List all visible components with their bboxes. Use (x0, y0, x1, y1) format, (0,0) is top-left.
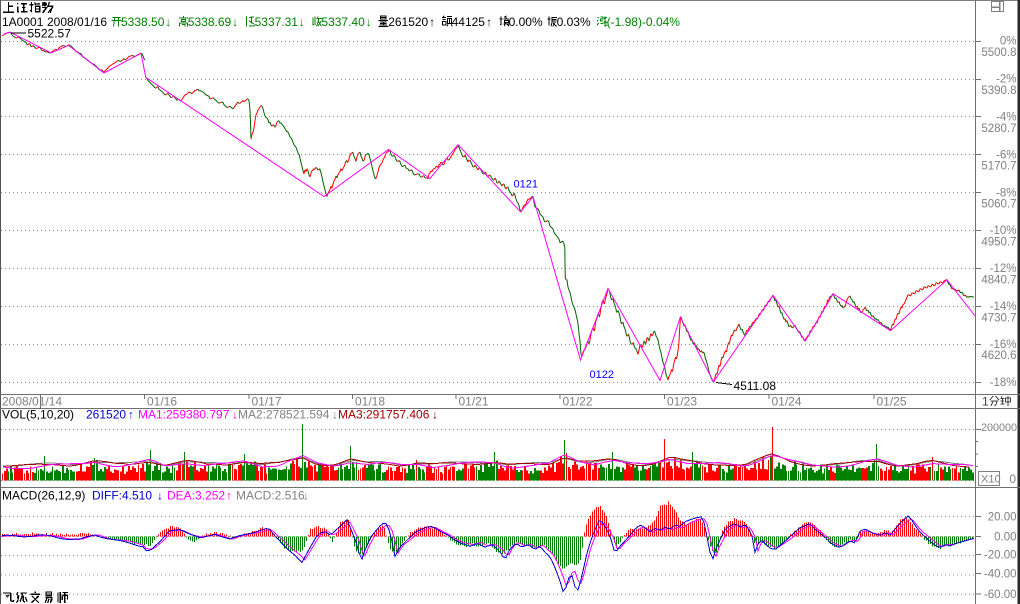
svg-text:0121: 0121 (514, 179, 538, 191)
svg-text:-4%: -4% (996, 112, 1016, 124)
svg-text:0.00: 0.00 (994, 532, 1016, 544)
svg-text:↓: ↓ (232, 408, 238, 422)
svg-text:5338.50: 5338.50 (121, 15, 165, 29)
svg-text:↓: ↓ (232, 15, 238, 29)
svg-text:MA1:259380.797: MA1:259380.797 (138, 408, 230, 422)
svg-text:2008/01/16: 2008/01/16 (47, 15, 107, 29)
svg-text:4950.7: 4950.7 (981, 237, 1016, 249)
svg-text:-18%: -18% (990, 377, 1017, 389)
svg-text:VOL(5,10,20): VOL(5,10,20) (2, 408, 74, 422)
svg-text:5280.7: 5280.7 (981, 123, 1016, 135)
svg-text:MA2:278521.594: MA2:278521.594 (238, 408, 330, 422)
svg-text:-12%: -12% (990, 263, 1017, 275)
svg-text:5337.40: 5337.40 (321, 15, 365, 29)
svg-text:DEA:3.252: DEA:3.252 (167, 489, 225, 503)
svg-text:MA3:291757.406: MA3:291757.406 (338, 408, 430, 422)
svg-text:5060.7: 5060.7 (981, 199, 1016, 211)
svg-text:↓: ↓ (432, 408, 438, 422)
svg-text:5338.69: 5338.69 (188, 15, 232, 29)
svg-text:-6%: -6% (996, 149, 1016, 161)
svg-text:-2%: -2% (996, 74, 1016, 86)
svg-text:01/17: 01/17 (252, 395, 282, 409)
svg-text:5170.7: 5170.7 (981, 161, 1016, 173)
svg-text:0.00%: 0.00% (509, 15, 543, 29)
svg-text:↓: ↓ (299, 15, 305, 29)
svg-text:↑: ↑ (226, 489, 232, 503)
svg-text:DIFF:4.510: DIFF:4.510 (92, 489, 152, 503)
svg-text:01/23: 01/23 (667, 395, 697, 409)
svg-text:261520: 261520 (388, 15, 428, 29)
svg-text:↑: ↑ (429, 15, 435, 29)
svg-text:-8%: -8% (996, 187, 1016, 199)
svg-text:-16%: -16% (990, 339, 1017, 351)
svg-text:01/18: 01/18 (355, 395, 385, 409)
svg-text:20.00: 20.00 (988, 512, 1017, 524)
svg-text:↑: ↑ (128, 408, 134, 422)
svg-text:1A0001: 1A0001 (2, 15, 44, 29)
svg-text:↑: ↑ (486, 15, 492, 29)
svg-text:01/21: 01/21 (459, 395, 489, 409)
svg-text:-20.00: -20.00 (984, 550, 1017, 562)
svg-text:(-1.98)-0.04%: (-1.98)-0.04% (607, 15, 681, 29)
svg-text:↓: ↓ (366, 15, 372, 29)
svg-text:4730.7: 4730.7 (981, 312, 1016, 324)
svg-text:1: 1 (982, 395, 989, 409)
svg-text:0: 0 (1009, 472, 1016, 486)
svg-text:5522.57: 5522.57 (28, 27, 72, 41)
svg-text:X10: X10 (981, 474, 1001, 486)
svg-text:0.03%: 0.03% (557, 15, 591, 29)
svg-text:5337.31: 5337.31 (255, 15, 299, 29)
svg-text:↓: ↓ (332, 408, 338, 422)
svg-text:↓: ↓ (165, 15, 171, 29)
svg-text:5500.8: 5500.8 (981, 47, 1016, 59)
svg-text:0122: 0122 (590, 369, 614, 381)
svg-text:MACD(26,12,9): MACD(26,12,9) (2, 489, 85, 503)
svg-text:-10%: -10% (990, 225, 1017, 237)
svg-text:0%: 0% (1000, 36, 1017, 48)
svg-text:2008/01/14: 2008/01/14 (2, 395, 62, 409)
svg-text:↓: ↓ (303, 489, 309, 503)
svg-text:44125: 44125 (452, 15, 486, 29)
svg-text:4620.6: 4620.6 (981, 350, 1016, 362)
svg-text:200000: 200000 (981, 422, 1017, 434)
svg-text:4840.7: 4840.7 (981, 274, 1016, 286)
svg-text:01/24: 01/24 (772, 395, 802, 409)
svg-text:MACD:2.516: MACD:2.516 (236, 489, 305, 503)
svg-text:01/16: 01/16 (147, 395, 177, 409)
svg-text:01/22: 01/22 (563, 395, 593, 409)
svg-text:-40.00: -40.00 (984, 569, 1017, 581)
svg-text:4511.08: 4511.08 (734, 379, 777, 393)
svg-text:-60.00: -60.00 (984, 589, 1017, 601)
svg-text:-14%: -14% (990, 301, 1017, 313)
svg-text:5390.8: 5390.8 (981, 85, 1016, 97)
svg-text:261520: 261520 (86, 408, 126, 422)
svg-text:↓: ↓ (157, 489, 163, 503)
svg-text:01/25: 01/25 (877, 395, 907, 409)
